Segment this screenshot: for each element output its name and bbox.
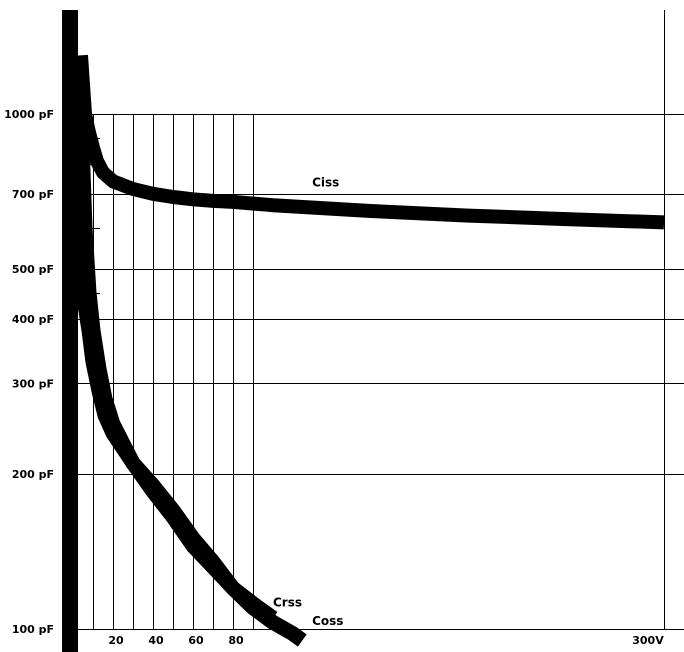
x-tick-labels: 20 40 60 80 300V [108,634,664,647]
axes [62,10,684,652]
series-label-ciss: Ciss [312,175,339,189]
y-axis [62,10,78,652]
y-tick-label: 300 pF [12,377,54,390]
series-ciss [74,54,665,230]
x-tick-label: 40 [148,634,164,647]
grid [70,10,684,630]
x-tick-label: 80 [228,634,244,647]
series-coss [73,113,307,647]
annotations: Ciss Crss Coss [273,175,343,628]
series-label-coss: Coss [312,614,343,628]
x-tick-label: 60 [188,634,204,647]
y-tick-labels: 1000 pF 700 pF 500 pF 400 pF 300 pF 200 pF 100… [4,108,54,636]
y-tick-label: 700 pF [12,188,54,201]
y-tick-label: 500 pF [12,263,54,276]
y-tick-label: 400 pF [12,313,54,326]
series [71,54,665,647]
y-tick-label: 200 pF [12,468,54,481]
series-label-crss: Crss [273,596,302,610]
x-tick-label: 20 [108,634,124,647]
y-tick-label: 100 pF [12,623,54,636]
x-tick-label: 300V [632,634,664,647]
y-tick-label: 1000 pF [4,108,54,121]
